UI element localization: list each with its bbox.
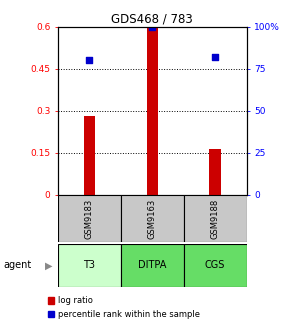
FancyBboxPatch shape — [121, 195, 184, 242]
FancyBboxPatch shape — [58, 244, 121, 287]
Bar — [209, 149, 221, 195]
Point — [213, 54, 218, 60]
Point — [87, 58, 92, 63]
Text: T3: T3 — [84, 260, 95, 270]
Text: GSM9188: GSM9188 — [211, 198, 220, 239]
Text: agent: agent — [3, 260, 31, 270]
Text: GSM9183: GSM9183 — [85, 198, 94, 239]
Title: GDS468 / 783: GDS468 / 783 — [111, 13, 193, 26]
Legend: log ratio, percentile rank within the sample: log ratio, percentile rank within the sa… — [48, 296, 200, 319]
FancyBboxPatch shape — [58, 195, 121, 242]
Bar — [84, 117, 95, 195]
Text: CGS: CGS — [205, 260, 225, 270]
FancyBboxPatch shape — [184, 244, 246, 287]
Text: DITPA: DITPA — [138, 260, 166, 270]
Text: ▶: ▶ — [45, 260, 52, 270]
Point — [150, 24, 155, 30]
Bar — [147, 28, 158, 195]
Text: GSM9163: GSM9163 — [148, 198, 157, 239]
FancyBboxPatch shape — [121, 244, 184, 287]
FancyBboxPatch shape — [184, 195, 246, 242]
